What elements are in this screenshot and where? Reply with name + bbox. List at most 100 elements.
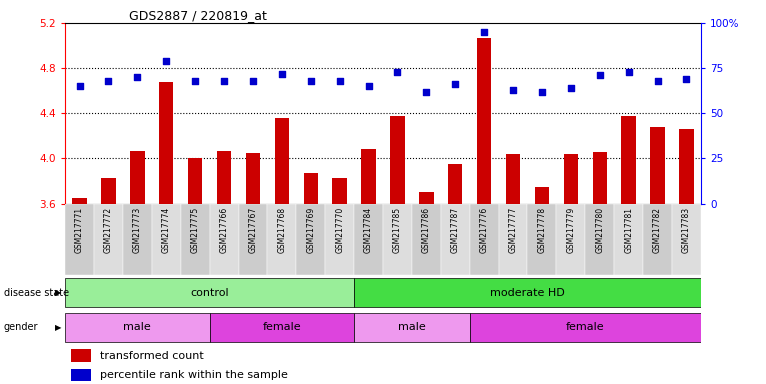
Bar: [383, 204, 412, 275]
Bar: [448, 164, 463, 204]
Text: GSM217779: GSM217779: [566, 207, 575, 253]
Bar: [470, 204, 499, 275]
Bar: [679, 129, 694, 204]
Bar: [210, 313, 354, 342]
Text: moderate HD: moderate HD: [490, 288, 565, 298]
Text: GSM217769: GSM217769: [306, 207, 316, 253]
Text: GSM217781: GSM217781: [624, 207, 633, 253]
Bar: [296, 204, 326, 275]
Text: GSM217766: GSM217766: [220, 207, 228, 253]
Text: GSM217773: GSM217773: [133, 207, 142, 253]
Bar: [275, 118, 289, 204]
Text: female: female: [263, 322, 301, 333]
Bar: [506, 154, 520, 204]
Bar: [267, 204, 296, 275]
Bar: [585, 204, 614, 275]
Point: [131, 74, 143, 80]
Bar: [72, 198, 87, 204]
Point: [103, 78, 115, 84]
Bar: [354, 278, 701, 308]
Bar: [71, 349, 90, 362]
Point: [305, 78, 317, 84]
Point: [74, 83, 86, 89]
Point: [247, 78, 259, 84]
Point: [535, 89, 548, 95]
Text: GSM217787: GSM217787: [450, 207, 460, 253]
Bar: [65, 204, 94, 275]
Point: [680, 76, 692, 82]
Bar: [159, 82, 173, 204]
Text: GSM217780: GSM217780: [595, 207, 604, 253]
Point: [565, 85, 577, 91]
Point: [478, 29, 490, 35]
Text: GSM217782: GSM217782: [653, 207, 662, 253]
Bar: [303, 173, 318, 204]
Point: [218, 78, 231, 84]
Bar: [650, 127, 665, 204]
Text: GSM217770: GSM217770: [336, 207, 344, 253]
Bar: [152, 204, 181, 275]
Point: [276, 71, 288, 77]
Bar: [210, 204, 238, 275]
Text: GSM217778: GSM217778: [538, 207, 546, 253]
Point: [421, 89, 433, 95]
Bar: [101, 177, 116, 204]
Bar: [188, 159, 202, 204]
Text: control: control: [190, 288, 229, 298]
Point: [362, 83, 375, 89]
Bar: [238, 204, 267, 275]
Point: [651, 78, 663, 84]
Text: gender: gender: [4, 322, 38, 332]
Bar: [130, 151, 145, 204]
Text: GDS2887 / 220819_at: GDS2887 / 220819_at: [129, 9, 267, 22]
Bar: [332, 177, 347, 204]
Text: GSM217777: GSM217777: [509, 207, 518, 253]
Point: [160, 58, 172, 64]
Bar: [390, 116, 404, 204]
Text: GSM217767: GSM217767: [248, 207, 257, 253]
Bar: [362, 149, 376, 204]
Text: GSM217771: GSM217771: [75, 207, 84, 253]
Text: male: male: [123, 322, 151, 333]
Point: [594, 72, 606, 78]
Text: GSM217768: GSM217768: [277, 207, 286, 253]
Bar: [556, 204, 585, 275]
Text: GSM217784: GSM217784: [364, 207, 373, 253]
Bar: [65, 313, 210, 342]
Point: [507, 87, 519, 93]
Text: GSM217776: GSM217776: [480, 207, 489, 253]
Bar: [528, 204, 556, 275]
Point: [189, 78, 201, 84]
Point: [333, 78, 345, 84]
Bar: [477, 38, 491, 204]
Bar: [419, 192, 434, 204]
Bar: [614, 204, 643, 275]
Bar: [672, 204, 701, 275]
Text: GSM217775: GSM217775: [191, 207, 200, 253]
Text: GSM217783: GSM217783: [682, 207, 691, 253]
Point: [623, 69, 635, 75]
Bar: [65, 278, 354, 308]
Bar: [643, 204, 672, 275]
Text: GSM217786: GSM217786: [422, 207, 430, 253]
Bar: [354, 204, 383, 275]
Bar: [94, 204, 123, 275]
Bar: [326, 204, 354, 275]
Bar: [217, 151, 231, 204]
Bar: [564, 154, 578, 204]
Text: ▶: ▶: [55, 288, 61, 298]
Point: [391, 69, 404, 75]
Bar: [470, 313, 701, 342]
Bar: [412, 204, 440, 275]
Bar: [593, 152, 607, 204]
Bar: [535, 187, 549, 204]
Bar: [440, 204, 470, 275]
Point: [449, 81, 461, 88]
Text: GSM217774: GSM217774: [162, 207, 171, 253]
Text: female: female: [566, 322, 604, 333]
Bar: [246, 153, 260, 204]
Text: transformed count: transformed count: [100, 351, 204, 361]
Text: GSM217785: GSM217785: [393, 207, 402, 253]
Bar: [123, 204, 152, 275]
Text: disease state: disease state: [4, 288, 69, 298]
